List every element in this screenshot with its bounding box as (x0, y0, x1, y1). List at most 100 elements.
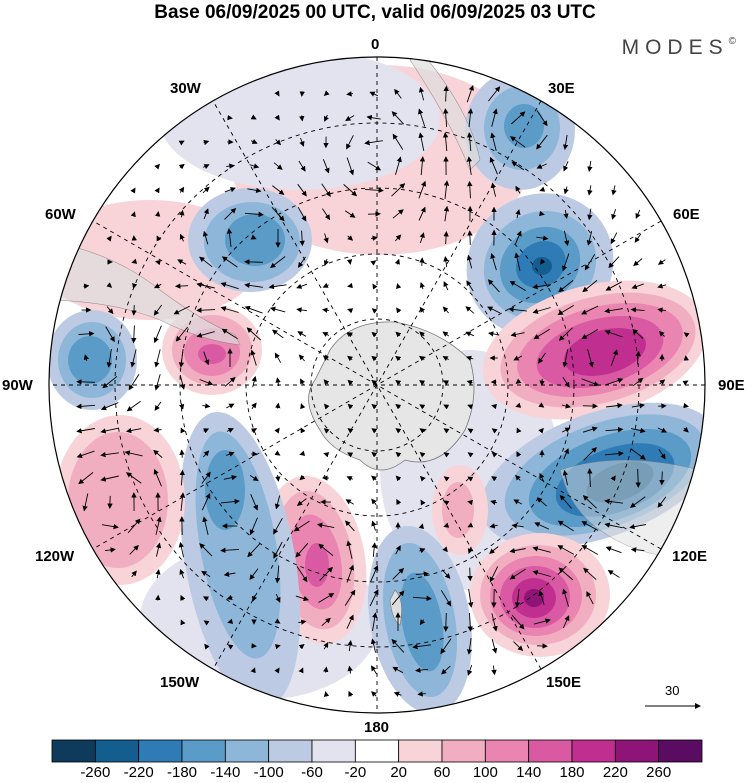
wind-vector (658, 449, 666, 460)
wind-vector (274, 352, 282, 363)
wind-vector (323, 258, 329, 266)
colorbar-swatch (398, 739, 443, 763)
wind-vector (156, 235, 162, 242)
wind-vector (583, 567, 597, 580)
wind-vector (129, 544, 139, 555)
wind-vector (322, 332, 330, 337)
wind-vector (201, 471, 211, 484)
wind-vector (581, 378, 600, 387)
wind-vector (395, 355, 402, 362)
wind-vector (100, 402, 119, 411)
wind-vector (467, 108, 474, 128)
wind-vector (202, 230, 209, 245)
wind-vector (443, 452, 450, 458)
wind-vector (345, 115, 355, 121)
wind-vector (605, 377, 624, 386)
wind-vector (629, 496, 646, 508)
wind-vector (604, 498, 623, 505)
wind-vector (250, 114, 257, 120)
wind-vector (394, 234, 402, 242)
wind-vector (296, 498, 307, 506)
wind-vector (178, 186, 185, 193)
wind-vector (658, 330, 665, 337)
colorbar-tick-label: 140 (516, 764, 542, 781)
wind-vector (196, 282, 215, 289)
wind-vector (371, 355, 378, 362)
wind-vector (514, 589, 521, 608)
wind-vector (392, 209, 404, 219)
wind-vector (371, 498, 377, 506)
wind-vector (125, 427, 142, 434)
wind-vector (467, 664, 473, 676)
wind-vector (201, 492, 211, 511)
wind-vector (443, 476, 450, 482)
wind-vector (561, 427, 571, 433)
wind-vector (153, 325, 162, 344)
wind-vector (370, 235, 378, 241)
wind-vector (100, 475, 119, 482)
wind-vector (419, 619, 426, 626)
wind-vector (249, 163, 260, 169)
wind-vector (298, 667, 304, 674)
wind-vector (346, 476, 353, 482)
wind-vector (323, 691, 330, 697)
wind-vector (516, 451, 522, 458)
wind-vector (467, 546, 473, 555)
wind-vector (220, 282, 239, 290)
wind-vector (224, 187, 236, 193)
wind-vector (155, 259, 161, 266)
wind-vector (490, 182, 497, 197)
wind-vector (274, 450, 281, 456)
wind-vector (563, 161, 569, 172)
wind-vector (515, 185, 521, 194)
wind-vector (226, 403, 235, 409)
wind-vector (246, 327, 262, 341)
colorbar-swatch (311, 739, 356, 763)
wind-vector (606, 402, 623, 409)
wind-vector (395, 379, 402, 386)
wind-vector (558, 567, 574, 581)
wind-vector (489, 566, 499, 583)
wind-vector (202, 516, 209, 535)
wind-vector (346, 332, 353, 338)
wind-vector (275, 593, 281, 603)
wind-vector (610, 475, 616, 482)
wind-vector (153, 427, 162, 433)
wind-vector (78, 472, 94, 485)
wind-vector (466, 638, 473, 655)
wind-vector (244, 259, 264, 265)
map-title: Base 06/09/2025 00 UTC, valid 06/09/2025… (154, 2, 596, 23)
wind-vector (509, 568, 526, 580)
wind-vector (202, 186, 210, 194)
wind-vector (251, 428, 258, 434)
wind-vector (296, 283, 308, 289)
wind-vector (491, 452, 498, 458)
wind-vector (155, 542, 162, 557)
wind-vector (418, 206, 426, 221)
wind-vector (419, 380, 426, 386)
wind-vector (275, 402, 281, 409)
wind-vector (532, 546, 551, 553)
wind-vector (175, 326, 189, 342)
wind-vector (347, 308, 354, 314)
wind-vector (631, 403, 645, 409)
wind-vector (344, 520, 355, 532)
wind-vector (180, 427, 186, 434)
wind-vector (226, 427, 234, 433)
wind-vector (418, 180, 427, 199)
wind-vector (244, 211, 264, 218)
wind-vector (244, 305, 263, 314)
wind-vector (395, 475, 402, 482)
wind-vector (175, 283, 189, 289)
wind-vector (275, 377, 281, 386)
wind-vector (371, 520, 377, 531)
positive-cell-140e (470, 533, 610, 657)
field-layer (49, 57, 705, 713)
colorbar-tick-label: -60 (301, 764, 323, 781)
wind-vector (395, 403, 402, 410)
wind-vector (321, 617, 331, 627)
wind-vector (179, 209, 185, 218)
lon-label-150w: 150W (160, 674, 200, 691)
wind-vector (558, 280, 574, 293)
wind-vector (250, 667, 256, 674)
